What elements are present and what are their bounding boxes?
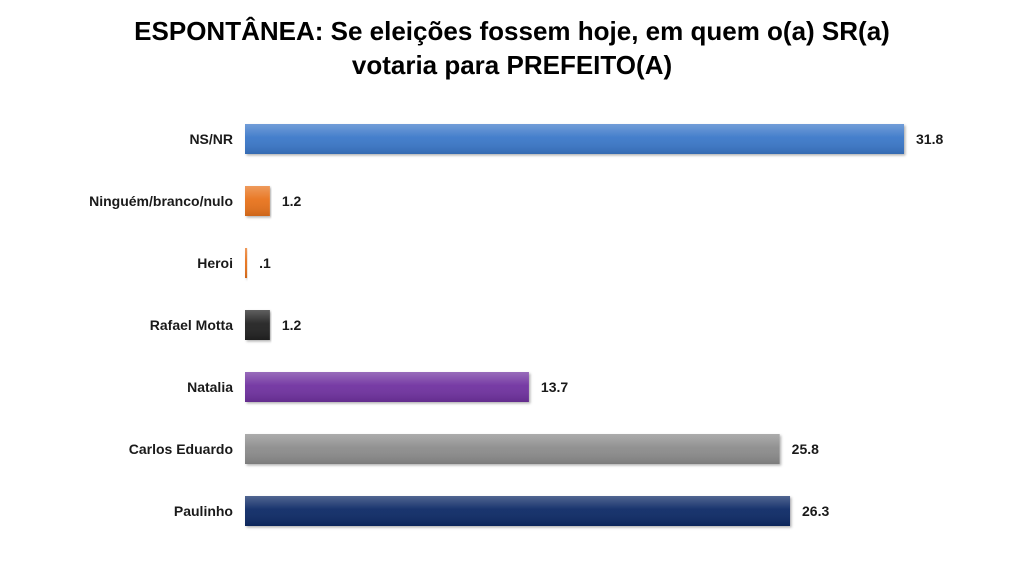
bar-highlight xyxy=(245,248,248,278)
bar-highlight xyxy=(245,310,270,340)
bar-highlight xyxy=(245,496,791,526)
value-label: 31.8 xyxy=(916,131,943,147)
category-label: Natalia xyxy=(187,379,233,395)
category-label: Paulinho xyxy=(174,503,233,519)
category-label: Rafael Motta xyxy=(150,317,233,333)
value-label: 13.7 xyxy=(541,379,568,395)
chart-title-line-2: votaria para PREFEITO(A) xyxy=(351,50,673,80)
category-label: NS/NR xyxy=(189,131,233,147)
value-label: 25.8 xyxy=(792,441,819,457)
value-label: 1.2 xyxy=(282,193,302,209)
category-label: Ninguém/branco/nulo xyxy=(89,193,233,209)
category-label: Heroi xyxy=(197,255,233,271)
bar-highlight xyxy=(245,186,270,216)
value-label: 1.2 xyxy=(282,317,302,333)
value-label: 26.3 xyxy=(802,503,829,519)
bar-highlight xyxy=(245,372,529,402)
bar-highlight xyxy=(245,124,904,154)
category-label: Carlos Eduardo xyxy=(129,441,233,457)
bars-group: NS/NR 31.8 Ninguém/branco/nulo 1.2 Heroi .1 Ra… xyxy=(89,124,943,526)
chart-title-line-1: ESPONTÂNEA: Se eleições fossem hoje, em … xyxy=(134,16,890,46)
chart-title: ESPONTÂNEA: Se eleições fossem hoje, em … xyxy=(0,14,1024,82)
value-label: .1 xyxy=(259,255,271,271)
bar-highlight xyxy=(245,434,780,464)
